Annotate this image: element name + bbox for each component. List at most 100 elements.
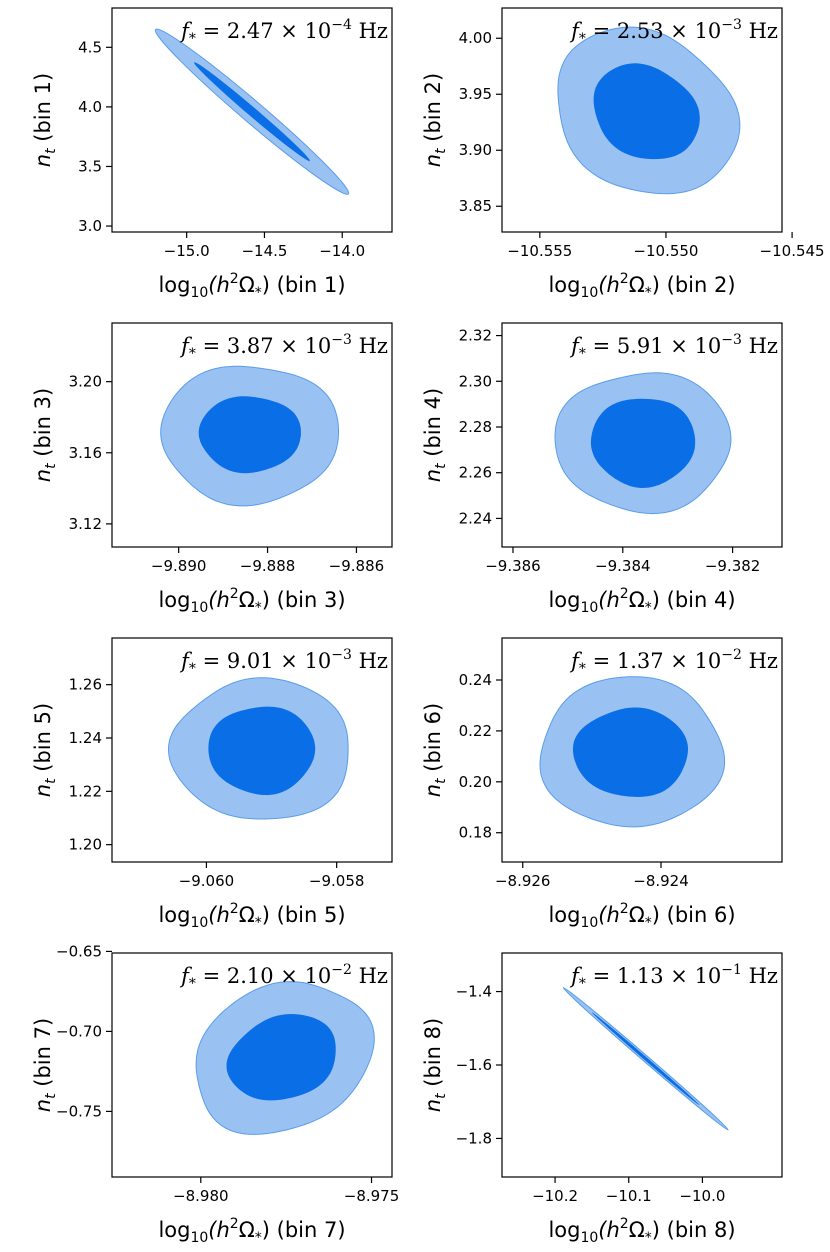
axes-frame <box>501 7 783 233</box>
frequency-annotation: f* = 9.01 × 10−3 Hz <box>179 647 388 677</box>
panel-4: −9.386 −9.384 −9.382 2.24 2.26 2.28 2.30 2.32 lo… <box>421 322 783 616</box>
y-tick-label: 3.16 <box>69 444 102 462</box>
x-tick-label: −8.924 <box>633 872 689 890</box>
x-tick-label: −9.386 <box>485 557 541 575</box>
contour-group <box>195 981 375 1135</box>
y-tick-label: 2.24 <box>459 509 492 527</box>
contour-68 <box>590 398 696 488</box>
x-tick-label: −8.926 <box>495 872 551 890</box>
x-axis-label: log10(h2Ω*) (bin 5) <box>158 901 345 931</box>
y-tick-label: 1.20 <box>69 836 102 854</box>
y-tick-label: 2.28 <box>459 418 492 436</box>
y-tick-label: 4.5 <box>78 38 102 56</box>
y-tick-label: 4.00 <box>459 29 492 47</box>
y-tick-label: 3.20 <box>69 373 102 391</box>
panel-8: −10.2 −10.1 −10.0 −1.8 −1.6 −1.4 log10(h2Ω*) (… <box>421 952 783 1246</box>
x-tick-label: −10.0 <box>679 1187 725 1205</box>
x-tick-label: −10.545 <box>760 242 825 260</box>
y-tick-label: 3.85 <box>459 197 492 215</box>
contour-group <box>160 365 339 507</box>
y-tick-label: −1.6 <box>456 1056 492 1074</box>
contour-group <box>154 28 350 195</box>
y-tick-label: 1.24 <box>69 729 102 747</box>
y-axis-label: nt (bin 3) <box>31 388 59 482</box>
panel-3: −9.890 −9.888 −9.886 3.12 3.16 3.20 log10(h2Ω*… <box>31 322 393 616</box>
contour-68 <box>593 63 700 160</box>
y-tick-label: 3.5 <box>78 157 102 175</box>
contour-group <box>554 372 732 515</box>
frequency-annotation: f* = 1.13 × 10−1 Hz <box>569 962 778 992</box>
y-tick-label: 3.12 <box>69 515 102 533</box>
x-axis-label: log10(h2Ω*) (bin 7) <box>158 1216 345 1246</box>
contour-68 <box>226 1014 336 1101</box>
contour-68 <box>592 1012 700 1106</box>
y-axis-label: nt (bin 7) <box>31 1018 59 1112</box>
y-tick-label: 2.26 <box>459 464 492 482</box>
y-tick-label: 3.0 <box>78 217 102 235</box>
x-tick-label: −10.1 <box>606 1187 652 1205</box>
contour-group <box>167 677 349 820</box>
contour-group <box>557 26 741 195</box>
axes-frame <box>111 7 393 233</box>
y-tick-label: 0.24 <box>459 671 492 689</box>
x-tick-label: −8.975 <box>344 1187 400 1205</box>
axes-frame <box>501 637 783 863</box>
y-tick-label: 3.90 <box>459 141 492 159</box>
panel-5: −9.060 −9.058 1.20 1.22 1.24 1.26 log10(h2Ω*) … <box>31 637 393 931</box>
y-axis-label: nt (bin 5) <box>31 703 59 797</box>
y-axis-label: nt (bin 8) <box>421 1018 449 1112</box>
frequency-annotation: f* = 1.37 × 10−2 Hz <box>569 647 778 677</box>
y-axis-label: nt (bin 6) <box>421 703 449 797</box>
y-tick-label: −1.4 <box>456 983 492 1001</box>
y-tick-label: 2.32 <box>459 327 492 345</box>
x-tick-label: −10.555 <box>507 242 572 260</box>
x-axis-label: log10(h2Ω*) (bin 1) <box>158 271 345 301</box>
x-tick-label: −9.888 <box>240 557 296 575</box>
x-tick-label: −9.382 <box>705 557 761 575</box>
axes-frame <box>111 952 393 1178</box>
y-tick-label: −1.8 <box>456 1129 492 1147</box>
axes-frame <box>111 637 393 863</box>
frequency-annotation: f* = 2.53 × 10−3 Hz <box>569 17 778 47</box>
contour-68 <box>208 706 316 796</box>
x-tick-label: −9.890 <box>151 557 207 575</box>
y-tick-label: −0.65 <box>56 942 102 960</box>
axes-frame <box>111 322 393 548</box>
contour-group <box>539 676 726 828</box>
y-axis-label: nt (bin 2) <box>421 73 449 167</box>
x-tick-label: −9.058 <box>309 872 365 890</box>
x-axis-label: log10(h2Ω*) (bin 3) <box>158 586 345 616</box>
frequency-annotation: f* = 5.91 × 10−3 Hz <box>569 332 778 362</box>
x-tick-label: −15.0 <box>164 242 210 260</box>
x-tick-label: −8.980 <box>173 1187 229 1205</box>
x-tick-label: −14.5 <box>241 242 287 260</box>
frequency-annotation: f* = 2.10 × 10−2 Hz <box>179 962 388 992</box>
x-axis-label: log10(h2Ω*) (bin 2) <box>548 271 735 301</box>
y-tick-label: 0.22 <box>459 722 492 740</box>
x-tick-label: −14.0 <box>319 242 365 260</box>
contour-68 <box>198 396 301 474</box>
y-tick-label: 1.26 <box>69 676 102 694</box>
x-tick-label: −10.2 <box>532 1187 578 1205</box>
panel-2: −10.555 −10.550 −10.545 3.85 3.90 3.95 4.00 log… <box>421 7 825 301</box>
y-tick-label: 0.18 <box>459 824 492 842</box>
y-tick-label: 3.95 <box>459 85 492 103</box>
contour-68 <box>194 62 310 162</box>
x-axis-label: log10(h2Ω*) (bin 8) <box>548 1216 735 1246</box>
x-axis-label: log10(h2Ω*) (bin 6) <box>548 901 735 931</box>
x-tick-label: −10.550 <box>633 242 698 260</box>
x-tick-label: −9.384 <box>595 557 651 575</box>
y-tick-label: 0.20 <box>459 773 492 791</box>
axes-frame <box>501 322 783 548</box>
frequency-annotation: f* = 2.47 × 10−4 Hz <box>179 17 388 47</box>
y-tick-label: −0.70 <box>56 1022 102 1040</box>
panel-7: −8.980 −8.975 −0.75 −0.70 −0.65 log10(h2Ω*) (… <box>31 942 399 1246</box>
contour-68 <box>572 707 688 797</box>
y-tick-label: −0.75 <box>56 1102 102 1120</box>
frequency-annotation: f* = 3.87 × 10−3 Hz <box>179 332 388 362</box>
y-tick-label: 4.0 <box>78 98 102 116</box>
x-tick-label: −9.886 <box>329 557 385 575</box>
panel-6: −8.926 −8.924 0.18 0.20 0.22 0.24 log10(h2Ω*) … <box>421 637 783 931</box>
x-axis-label: log10(h2Ω*) (bin 4) <box>548 586 735 616</box>
